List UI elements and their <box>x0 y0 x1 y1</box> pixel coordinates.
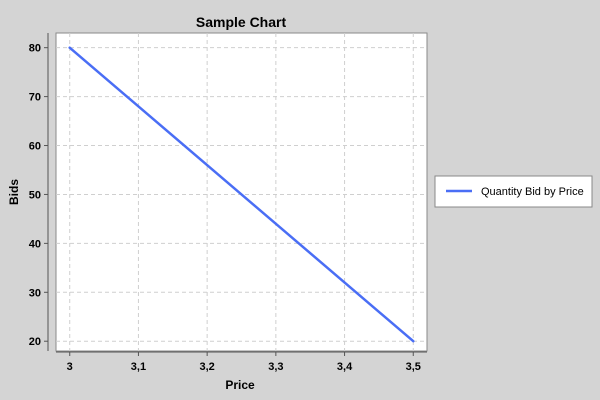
x-tick-label: 3 <box>67 361 73 373</box>
y-tick-label: 40 <box>29 238 41 250</box>
legend: Quantity Bid by Price <box>434 175 593 208</box>
chart-title: Sample Chart <box>196 14 287 30</box>
series-layer <box>68 46 415 343</box>
x-tick-label: 3,2 <box>199 361 214 373</box>
plot-area <box>55 32 428 352</box>
x-tick-label: 3,4 <box>337 361 353 373</box>
x-tick-label: 3,5 <box>406 361 421 373</box>
x-tick-label: 3,3 <box>268 361 283 373</box>
series-line-0 <box>68 46 415 343</box>
x-tick-label: 3,1 <box>131 361 146 373</box>
x-axis-title: Price <box>225 378 255 392</box>
y-axis-title: Bids <box>7 179 21 205</box>
y-tick-label: 60 <box>29 141 41 153</box>
y-tick-label: 30 <box>29 287 41 299</box>
x-axis-ticks: 3 3,1 3,2 3,3 3,4 3,5 <box>67 352 421 373</box>
y-axis-ticks: 20 30 40 50 60 70 80 <box>29 43 48 348</box>
legend-label: Quantity Bid by Price <box>481 186 584 198</box>
y-tick-label: 50 <box>29 189 41 201</box>
y-tick-label: 70 <box>29 92 41 104</box>
y-tick-label: 80 <box>29 43 41 55</box>
y-tick-label: 20 <box>29 336 41 348</box>
